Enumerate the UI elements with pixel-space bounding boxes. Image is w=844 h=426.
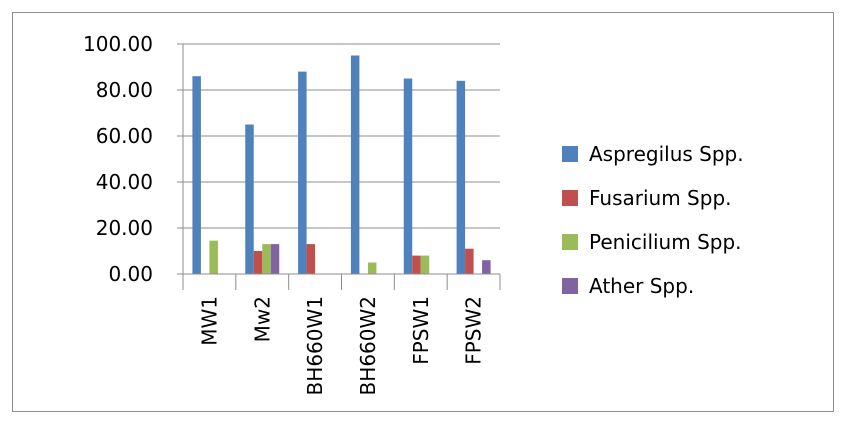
bar-BH660W2-series-2 <box>368 263 377 275</box>
x-category-label: MW1 <box>197 296 221 346</box>
legend-label: Penicilium Spp. <box>589 230 742 254</box>
y-tick-label: 80.00 <box>96 78 153 102</box>
bar-Mw2-series-2 <box>262 244 271 274</box>
bar-Mw2-series-3 <box>271 244 280 274</box>
bar-MW1-series-0 <box>192 76 201 274</box>
gridlines <box>183 44 500 228</box>
bar-FPSW2-series-3 <box>482 260 491 274</box>
axes <box>177 44 500 290</box>
y-tick-label: 60.00 <box>96 124 153 148</box>
y-tick-label: 20.00 <box>96 216 153 240</box>
bar-BH660W1-series-0 <box>298 72 307 274</box>
bar-BH660W1-series-1 <box>307 244 316 274</box>
bar-FPSW1-series-0 <box>404 79 413 275</box>
bar-FPSW1-series-2 <box>421 256 430 274</box>
x-category-label: BH660W1 <box>303 296 327 395</box>
bar-FPSW1-series-1 <box>412 256 421 274</box>
x-axis-category-labels: MW1 Mw2 BH660W1 BH660W2 FPSW1 FPSW2 <box>197 296 485 395</box>
bar-Mw2-series-0 <box>245 125 254 275</box>
x-category-label: BH660W2 <box>356 296 380 395</box>
x-category-label: FPSW2 <box>462 296 486 365</box>
legend-swatch <box>562 278 578 294</box>
legend-label: Aspregilus Spp. <box>589 142 744 166</box>
y-tick-label: 0.00 <box>108 262 153 286</box>
legend: Aspregilus Spp. Fusarium Spp. Penicilium S… <box>562 142 744 298</box>
bar-FPSW2-series-0 <box>457 81 466 274</box>
bar-FPSW2-series-1 <box>465 249 474 274</box>
legend-swatch <box>562 234 578 250</box>
y-tick-label: 40.00 <box>96 170 153 194</box>
bar-MW1-series-2 <box>209 241 218 274</box>
legend-swatch <box>562 146 578 162</box>
bar-Mw2-series-1 <box>254 251 263 274</box>
x-category-label: FPSW1 <box>409 296 433 365</box>
y-axis-tick-labels: 0.00 20.00 40.00 60.00 80.00 100.00 <box>83 32 153 286</box>
y-tick-label: 100.00 <box>83 32 153 56</box>
bar-BH660W2-series-0 <box>351 56 360 275</box>
bars <box>192 56 490 275</box>
legend-label: Fusarium Spp. <box>589 186 732 210</box>
x-category-label: Mw2 <box>250 296 274 342</box>
legend-swatch <box>562 190 578 206</box>
legend-label: Ather Spp. <box>589 274 694 298</box>
